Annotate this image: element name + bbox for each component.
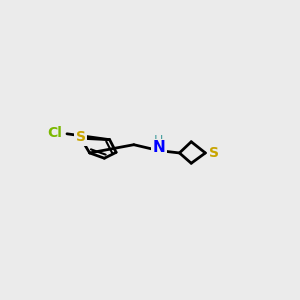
Text: S: S — [209, 146, 219, 160]
Text: N: N — [152, 140, 165, 155]
Text: H: H — [154, 134, 164, 147]
Text: S: S — [76, 130, 86, 144]
Text: Cl: Cl — [47, 126, 62, 140]
